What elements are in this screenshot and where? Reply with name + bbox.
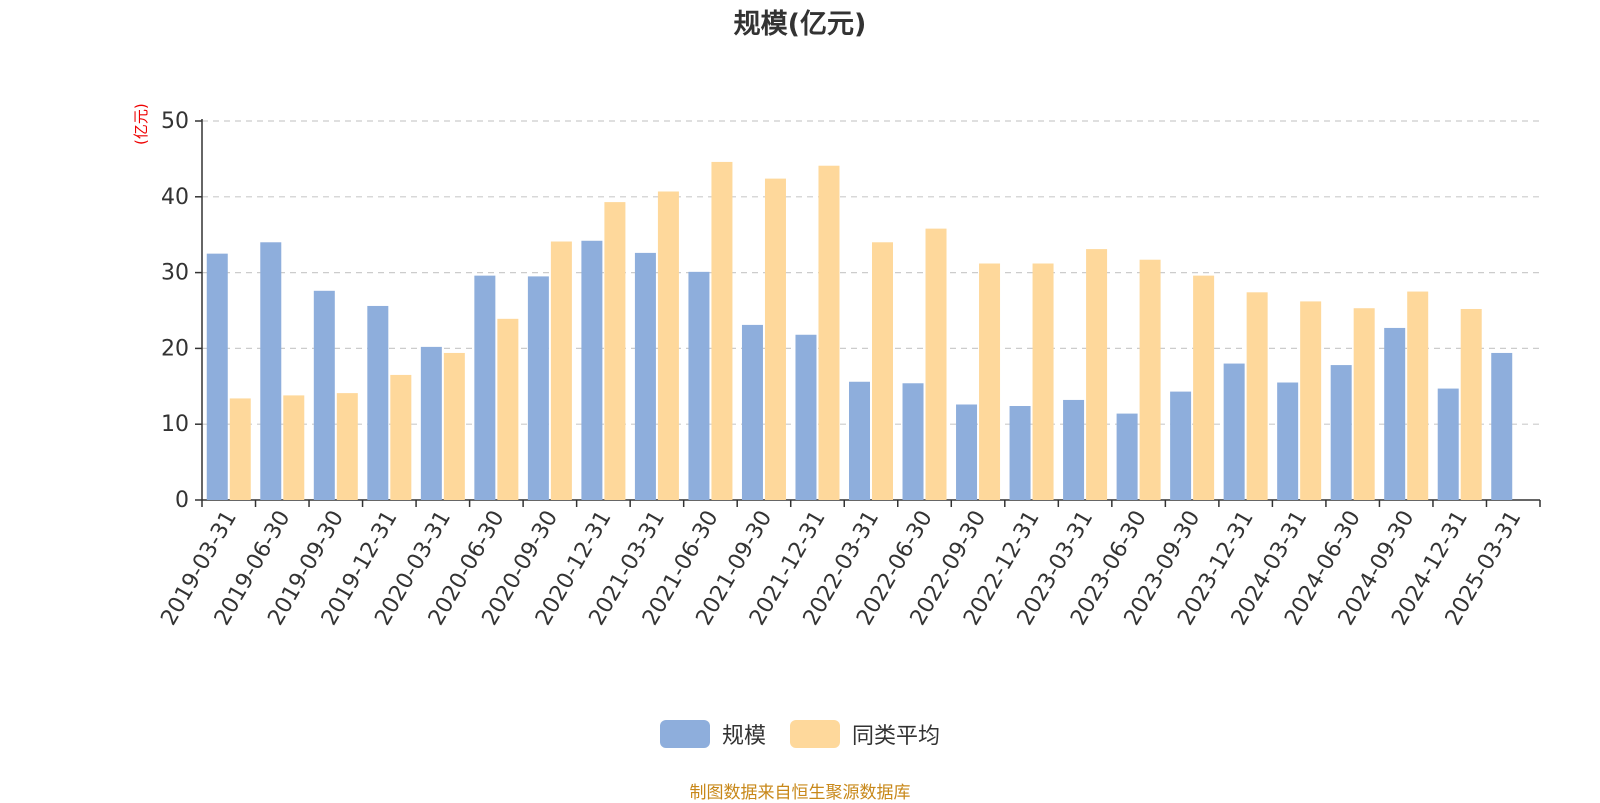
bar-peer-average — [979, 263, 1001, 500]
bar-scale — [260, 242, 282, 500]
bar-scale — [956, 404, 978, 500]
bar-peer-average — [1407, 291, 1429, 500]
bar-scale — [1437, 388, 1459, 500]
bar-peer-average — [604, 202, 626, 500]
bar-peer-average — [1086, 249, 1108, 500]
bar-scale — [527, 276, 549, 500]
bar-scale — [313, 290, 335, 500]
bar-scale — [1384, 327, 1406, 500]
legend: 规模 同类平均 — [0, 718, 1600, 750]
bar-peer-average — [550, 241, 572, 500]
bar-peer-average — [336, 393, 358, 500]
y-tick-label: 30 — [161, 261, 189, 286]
bar-scale — [849, 381, 870, 500]
bar-peer-average — [1032, 263, 1054, 500]
bar-peer-average — [818, 165, 840, 501]
bar-peer-average — [229, 398, 251, 500]
bar-peer-average — [497, 318, 519, 500]
bar-scale — [367, 305, 389, 500]
bar-scale — [688, 271, 710, 500]
data-source-note: 制图数据来自恒生聚源数据库 — [689, 783, 911, 803]
bar-scale — [1009, 406, 1031, 500]
bar-scale — [1116, 413, 1138, 500]
y-tick-label: 0 — [175, 488, 189, 513]
bar-scale — [1170, 391, 1192, 500]
bar-scale — [1223, 363, 1245, 500]
y-tick-label: 10 — [161, 412, 189, 437]
bar-chart: 010203040502019-03-312019-06-302019-09-3… — [156, 109, 1541, 630]
bar-scale — [1491, 352, 1513, 500]
bar-peer-average — [711, 161, 733, 500]
y-tick-label: 50 — [161, 109, 189, 134]
bar-peer-average — [443, 352, 465, 500]
chart-title: 规模(亿元) — [733, 9, 867, 40]
bar-scale — [741, 324, 763, 500]
bar-peer-average — [764, 178, 786, 500]
bar-peer-average — [1193, 275, 1215, 500]
y-tick-label: 40 — [161, 185, 189, 210]
legend-label-peer-average: 同类平均 — [852, 724, 941, 749]
y-tick-label: 20 — [161, 336, 189, 361]
legend-swatch-peer-average — [790, 720, 840, 748]
bar-scale — [634, 252, 656, 500]
legend-item-peer-average[interactable]: 同类平均 — [790, 718, 940, 750]
bar-peer-average — [283, 395, 305, 500]
bar-peer-average — [390, 374, 412, 500]
bar-peer-average — [1246, 292, 1268, 500]
bar-scale — [1063, 399, 1085, 500]
bar-scale — [206, 253, 228, 500]
bar-scale — [902, 383, 924, 500]
bar-peer-average — [1353, 308, 1375, 500]
bar-scale — [795, 334, 817, 500]
bar-scale — [474, 275, 496, 500]
bar-scale — [420, 346, 442, 500]
bar-scale — [1277, 382, 1299, 500]
bar-peer-average — [657, 191, 679, 500]
bar-peer-average — [872, 242, 893, 500]
bar-peer-average — [1300, 301, 1322, 500]
legend-swatch-scale — [659, 720, 710, 748]
legend-item-scale[interactable]: 规模 — [659, 718, 766, 750]
bar-peer-average — [1139, 259, 1161, 500]
bar-peer-average — [925, 228, 947, 501]
bar-peer-average — [1460, 308, 1482, 500]
bar-scale — [1330, 365, 1352, 500]
legend-label-scale: 规模 — [721, 724, 766, 749]
bar-scale — [581, 240, 603, 501]
